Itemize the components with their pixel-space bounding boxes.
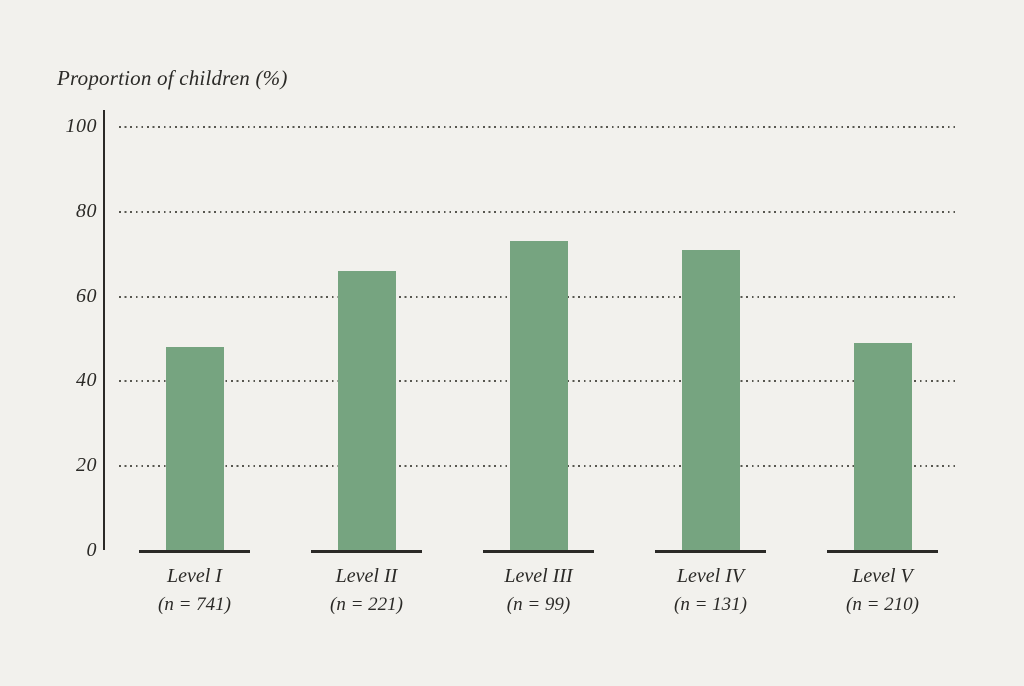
baseline-segment-level-ii bbox=[311, 550, 422, 553]
y-tick-label-60: 60 bbox=[76, 284, 97, 307]
bar-level-v bbox=[853, 343, 912, 551]
bar-level-iv bbox=[681, 249, 740, 551]
baseline-segment-level-iv bbox=[655, 550, 766, 553]
y-tick-label-20: 20 bbox=[76, 454, 97, 477]
x-label-level-iii: Level III bbox=[504, 565, 573, 587]
bar-level-ii bbox=[337, 271, 396, 551]
y-tick-label-40: 40 bbox=[76, 369, 97, 392]
gridline-80 bbox=[119, 210, 955, 213]
bar-level-i bbox=[165, 347, 224, 551]
x-sublabel-level-iii: (n = 99) bbox=[506, 594, 571, 615]
chart-title: Proportion of children (%) bbox=[57, 66, 288, 90]
x-label-level-iv: Level IV bbox=[676, 565, 745, 587]
baseline-segment-level-v bbox=[827, 550, 938, 553]
y-tick-label-100: 100 bbox=[65, 115, 97, 138]
y-tick-label-80: 80 bbox=[76, 199, 97, 222]
x-sublabel-level-ii: (n = 221) bbox=[330, 594, 403, 615]
gridline-100 bbox=[119, 126, 955, 128]
x-sublabel-level-i: (n = 741) bbox=[158, 594, 231, 615]
x-label-level-v: Level V bbox=[852, 565, 913, 587]
bar-level-iii bbox=[509, 241, 568, 551]
x-sublabel-level-v: (n = 210) bbox=[846, 594, 919, 615]
x-sublabel-level-iv: (n = 131) bbox=[674, 594, 747, 615]
x-label-level-i: Level I bbox=[167, 565, 222, 587]
y-tick-label-0: 0 bbox=[86, 539, 97, 562]
baseline-segment-level-iii bbox=[483, 550, 594, 553]
x-label-level-ii: Level II bbox=[335, 565, 398, 587]
y-axis-line bbox=[103, 110, 105, 550]
baseline-segment-level-i bbox=[139, 550, 250, 553]
